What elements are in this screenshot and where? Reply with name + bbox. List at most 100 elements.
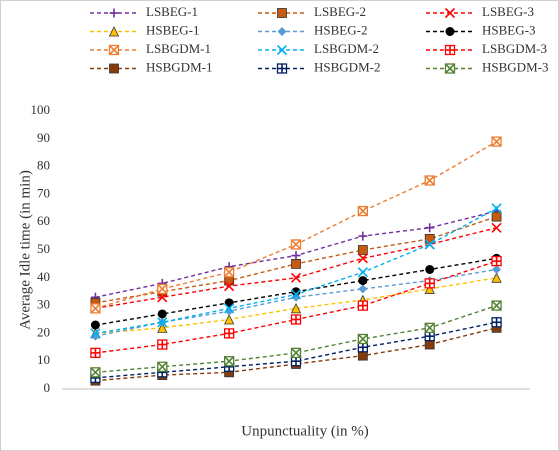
marker	[424, 239, 435, 250]
marker-shape	[445, 27, 455, 36]
marker-stroke	[424, 322, 435, 333]
marker-stroke	[491, 300, 502, 311]
marker	[358, 276, 368, 286]
marker	[90, 347, 101, 359]
y-tick-label: 70	[37, 185, 50, 200]
marker	[291, 258, 301, 269]
legend-label: LSBGDM-3	[482, 41, 547, 56]
legend-label: HSBEG-2	[314, 22, 367, 37]
marker	[358, 284, 368, 294]
marker-stroke	[357, 333, 368, 345]
marker	[491, 255, 502, 267]
marker	[424, 339, 435, 350]
marker-stroke	[444, 7, 456, 19]
marker-shape	[108, 26, 120, 37]
y-tick-label: 30	[37, 297, 50, 312]
marker-stroke	[224, 281, 235, 292]
marker	[444, 7, 456, 19]
marker-stroke	[290, 272, 302, 283]
marker	[425, 223, 435, 233]
x-axis-label: Unpunctuality (in %)	[241, 423, 368, 439]
legend-label: HSBGDM-2	[314, 59, 380, 74]
y-tick-label: 20	[37, 324, 50, 339]
marker	[157, 309, 167, 319]
legend-label: LSBEG-2	[314, 4, 366, 19]
marker-stroke	[491, 136, 502, 147]
marker	[157, 292, 168, 303]
marker	[90, 320, 100, 330]
marker-stroke	[491, 222, 502, 233]
y-axis-label: Average Idle time (in min)	[17, 170, 33, 330]
y-tick-label: 100	[31, 102, 51, 117]
marker-shape	[357, 245, 368, 255]
marker	[491, 300, 502, 311]
marker	[491, 317, 502, 328]
legend-label: LSBGDM-2	[314, 41, 379, 56]
marker	[290, 347, 302, 359]
marker	[223, 328, 235, 339]
marker-shape	[157, 322, 168, 333]
legend-label: LSBEG-1	[146, 4, 198, 19]
marker-stroke	[444, 63, 456, 74]
marker	[357, 245, 368, 255]
marker	[357, 205, 369, 217]
marker	[491, 136, 502, 147]
marker-stroke	[491, 203, 502, 214]
marker-shape	[277, 8, 287, 18]
legend-label: HSBEG-1	[146, 22, 199, 37]
marker-shape	[109, 63, 119, 74]
marker	[492, 264, 502, 274]
marker	[290, 272, 302, 283]
marker	[357, 300, 369, 311]
marker	[424, 175, 435, 186]
marker	[424, 278, 435, 289]
marker-stroke	[90, 367, 101, 378]
marker-shape	[277, 27, 287, 36]
marker	[277, 27, 287, 36]
legend-label: HSBEG-3	[482, 22, 535, 37]
marker-stroke	[224, 303, 235, 314]
marker	[90, 303, 101, 314]
marker-shape	[491, 272, 502, 283]
marker-stroke	[357, 267, 368, 278]
marker	[157, 317, 168, 328]
marker	[357, 267, 368, 278]
legend-label: LSBEG-3	[482, 4, 534, 19]
marker-stroke	[424, 175, 435, 186]
marker-stroke	[157, 283, 168, 294]
y-tick-label: 40	[37, 269, 50, 284]
marker-shape	[425, 264, 435, 274]
marker	[491, 211, 502, 222]
y-tick-label: 10	[37, 352, 50, 367]
marker-stroke	[108, 44, 120, 56]
marker-stroke	[157, 317, 168, 328]
marker	[445, 27, 455, 36]
marker-stroke	[290, 239, 302, 250]
marker-shape	[424, 339, 435, 350]
marker	[157, 322, 168, 333]
marker	[425, 264, 435, 274]
marker	[290, 239, 302, 250]
marker	[90, 331, 100, 341]
marker	[277, 8, 287, 18]
marker	[223, 267, 235, 278]
marker	[290, 289, 302, 300]
marker	[157, 339, 168, 350]
marker-stroke	[357, 206, 368, 217]
marker	[424, 283, 435, 294]
marker-shape	[358, 276, 368, 286]
marker	[157, 283, 168, 295]
marker	[224, 281, 235, 292]
legend-label: HSBGDM-1	[146, 59, 212, 74]
marker-stroke	[157, 361, 168, 372]
marker	[424, 331, 435, 342]
marker-stroke	[290, 347, 302, 358]
y-tick-label: 60	[37, 213, 50, 228]
marker-shape	[157, 309, 167, 319]
marker-shape	[357, 350, 368, 361]
marker-stroke	[290, 289, 302, 300]
marker	[491, 222, 502, 233]
marker-stroke	[424, 239, 435, 250]
marker	[290, 314, 302, 325]
